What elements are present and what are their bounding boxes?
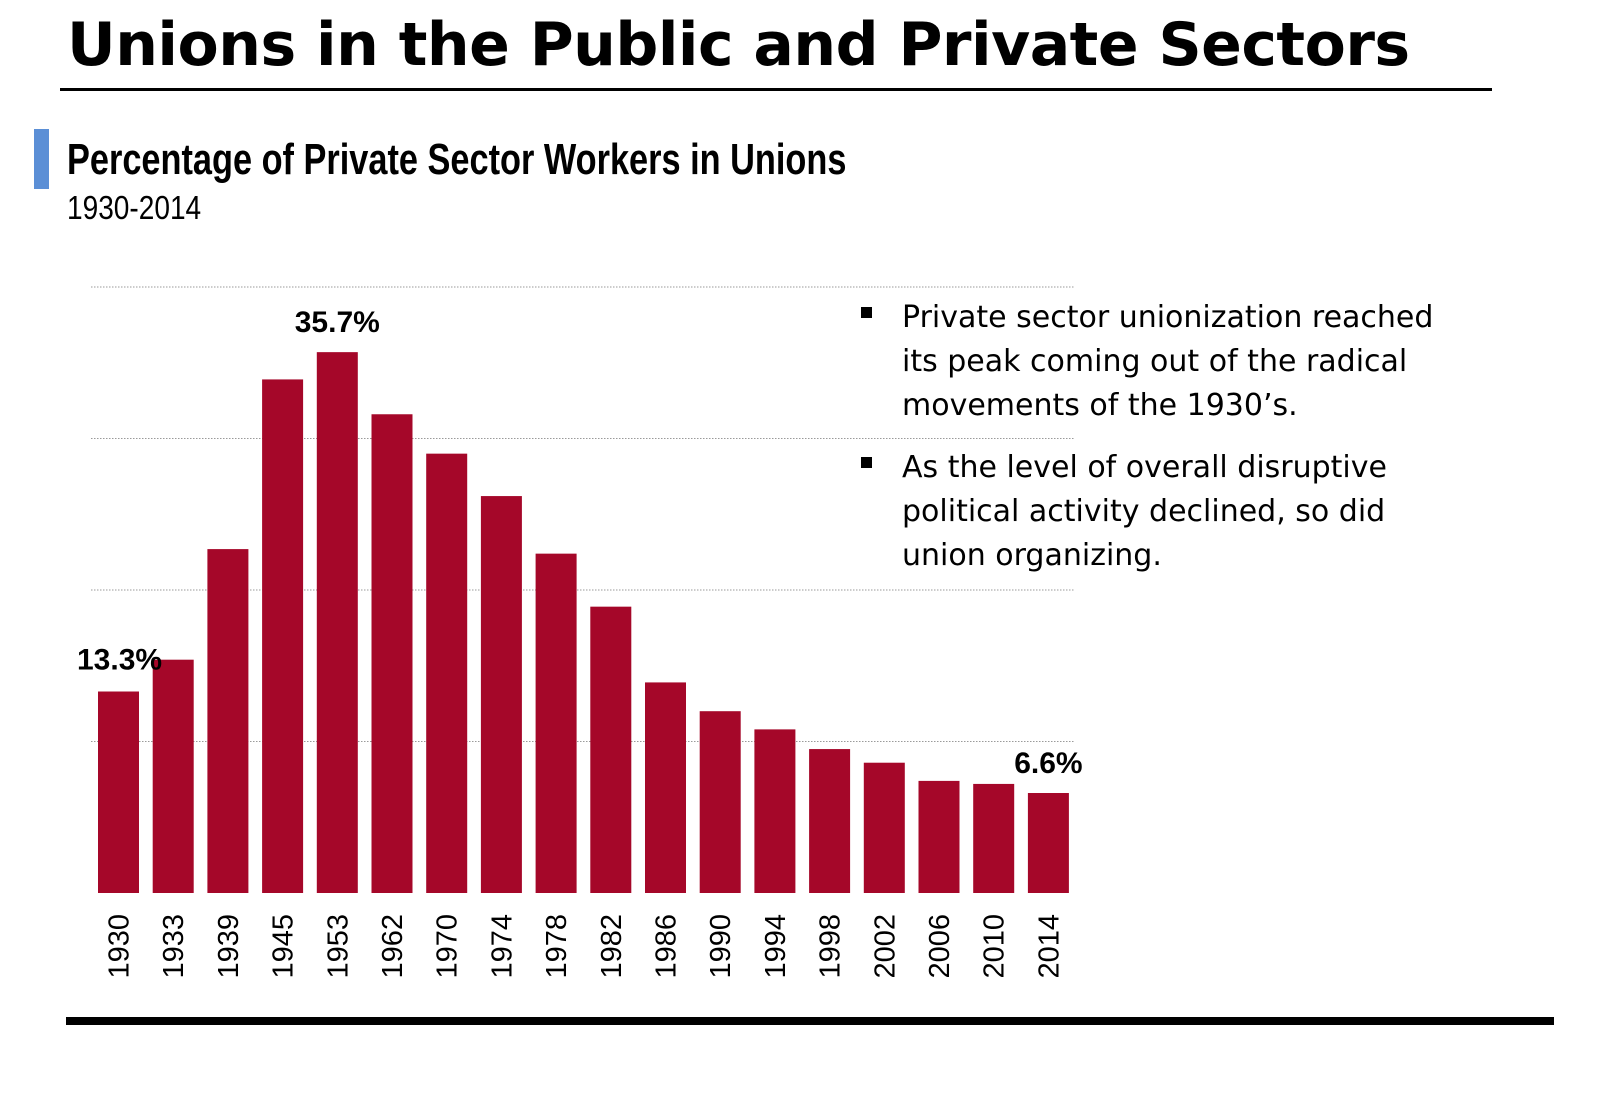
bar-1945 (262, 379, 304, 893)
bar-1939 (207, 549, 249, 893)
x-tick-label: 1974 (486, 914, 518, 979)
bar-1962 (371, 414, 413, 893)
x-tick-label: 1998 (815, 914, 847, 979)
bar-2010 (973, 783, 1015, 893)
x-tick-label: 1939 (213, 914, 245, 979)
notes-list: Private sector unionization reached its … (858, 296, 1478, 596)
bar-2002 (863, 762, 905, 893)
x-tick-label: 1953 (322, 914, 354, 979)
x-tick-label: 1994 (760, 914, 792, 979)
gridlines (91, 286, 1075, 742)
title-divider (60, 88, 1492, 91)
x-tick-label: 1970 (432, 914, 464, 979)
bar-1974 (480, 496, 522, 893)
data-labels: 13.3% 35.7% 6.6% (77, 306, 1083, 780)
bars (98, 352, 1069, 893)
x-tick-label: 2006 (924, 914, 956, 979)
bar-1930 (98, 691, 139, 893)
x-tick-label: 2014 (1033, 914, 1065, 979)
bar-1994 (754, 729, 796, 893)
bullet-text: Private sector unionization reached its … (902, 300, 1434, 423)
bar-1986 (645, 682, 686, 893)
bar-1978 (535, 553, 577, 893)
bar-1998 (809, 749, 851, 893)
list-item: As the level of overall disruptive polit… (858, 446, 1478, 578)
bar-2014 (1027, 793, 1069, 893)
bullet-square-icon (861, 457, 872, 468)
x-tick-labels: 1930 1933 1939 1945 1953 1962 1970 1974 1978 1982… (104, 914, 1066, 979)
x-tick-label: 1978 (541, 914, 573, 979)
x-tick-label: 1933 (158, 914, 190, 979)
x-tick-label: 1990 (705, 914, 737, 979)
list-item: Private sector unionization reached its … (858, 296, 1478, 428)
section-accent-bar (34, 129, 49, 189)
x-tick-label: 1930 (104, 914, 136, 979)
bar-2006 (918, 780, 960, 893)
bottom-divider (66, 1017, 1554, 1025)
bar-1970 (426, 453, 468, 893)
x-tick-label: 1945 (268, 914, 300, 979)
x-tick-label: 2010 (979, 914, 1011, 979)
x-tick-label: 1962 (377, 914, 409, 979)
bar-1933 (152, 659, 194, 893)
data-label: 13.3% (77, 644, 162, 677)
x-tick-label: 1982 (596, 914, 628, 979)
bar-1990 (699, 711, 741, 893)
x-tick-label: 1986 (651, 914, 683, 979)
chart-subtitle: 1930-2014 (67, 189, 202, 226)
x-tick-label: 2002 (869, 914, 901, 979)
chart-title: Percentage of Private Sector Workers in … (67, 135, 847, 184)
bullet-square-icon (861, 307, 872, 318)
data-label: 6.6% (1014, 747, 1082, 780)
page-title: Unions in the Public and Private Sectors (67, 10, 1410, 80)
data-label: 35.7% (295, 306, 380, 339)
bullet-text: As the level of overall disruptive polit… (902, 450, 1387, 573)
bar-1953 (316, 352, 358, 893)
bar-1982 (590, 606, 632, 893)
